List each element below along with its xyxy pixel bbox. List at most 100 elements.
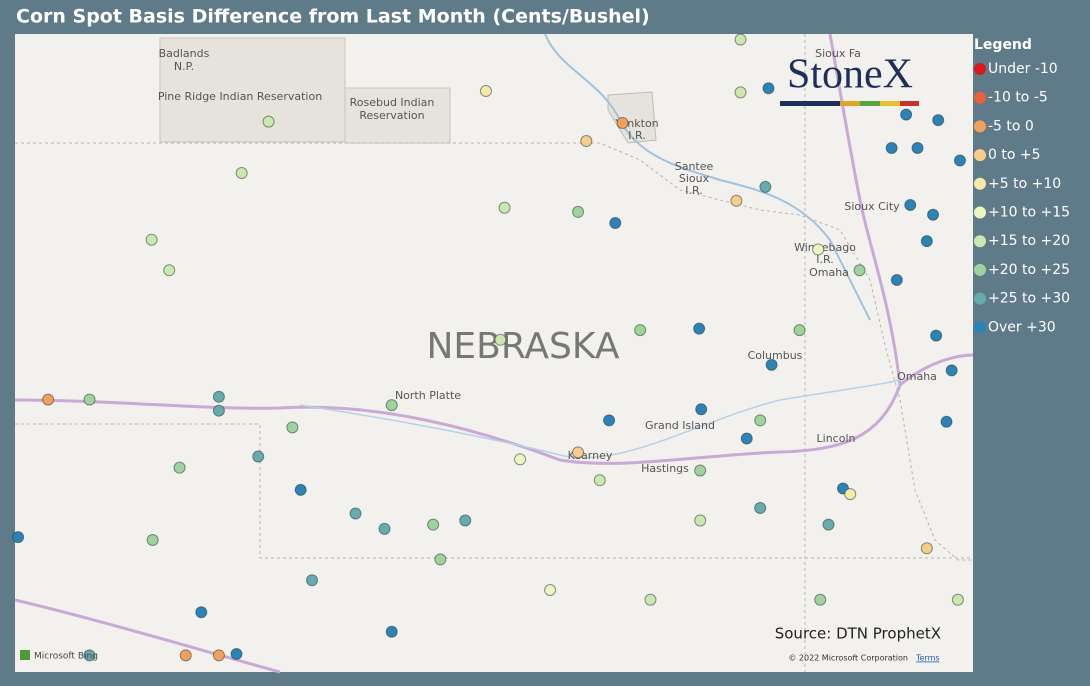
place-label: Sioux	[679, 172, 710, 185]
river	[299, 379, 901, 459]
location-point	[730, 194, 743, 207]
bing-label: Microsoft Bing	[34, 652, 98, 662]
location-point	[12, 531, 25, 544]
place-label: Omaha	[897, 370, 937, 383]
place-label: I.R.	[628, 129, 646, 142]
place-label: Pine Ridge Indian Reservation	[158, 90, 322, 103]
legend: Under -10 -10 to -5 -5 to 0 0 to +5 +5 to +1…	[974, 61, 1070, 335]
legend-label: 0 to +5	[988, 147, 1041, 163]
location-point	[900, 108, 913, 121]
location-point	[693, 322, 706, 335]
legend-label: -10 to -5	[988, 90, 1048, 106]
location-point	[212, 404, 225, 417]
state-label: NEBRASKA	[426, 326, 619, 367]
location-point	[42, 393, 55, 406]
location-point	[498, 201, 511, 214]
legend-swatch	[974, 292, 986, 305]
location-point	[616, 116, 629, 129]
location-point	[940, 415, 953, 428]
location-point	[212, 390, 225, 403]
location-point	[146, 533, 159, 546]
location-point	[385, 625, 398, 638]
location-point	[759, 180, 772, 193]
location-point	[734, 33, 747, 46]
legend-swatch	[974, 120, 986, 133]
legend-label: -5 to 0	[988, 118, 1034, 134]
legend-label: +5 to +10	[988, 176, 1061, 192]
location-point	[793, 324, 806, 337]
legend-swatch	[974, 263, 986, 276]
legend-label: +25 to +30	[988, 291, 1070, 307]
location-point	[349, 507, 362, 520]
place-label: Rosebud Indian	[350, 96, 435, 109]
location-point	[306, 574, 319, 587]
legend-swatch	[974, 91, 986, 104]
place-label: N.P.	[174, 60, 194, 73]
place-label: Sioux Fa	[815, 47, 861, 60]
location-point	[634, 324, 647, 337]
state-border	[15, 423, 973, 559]
location-point	[434, 553, 447, 566]
place-label: I.R.	[685, 184, 703, 197]
reservation-area	[607, 91, 657, 144]
place-label: Badlands	[159, 47, 210, 60]
location-point	[812, 243, 825, 256]
location-point	[252, 450, 265, 463]
reservation-area	[344, 87, 451, 144]
place-label: Santee	[675, 160, 714, 173]
location-point	[572, 446, 585, 459]
legend-swatch	[974, 321, 986, 334]
location-point	[580, 135, 593, 148]
legend-label: +15 to +20	[988, 233, 1070, 249]
place-label: Sioux City	[844, 200, 900, 213]
title: Corn Spot Basis Difference from Last Mon…	[16, 6, 650, 28]
location-point	[83, 649, 96, 662]
place-label: Hastings	[641, 462, 689, 475]
legend-label: Under -10	[988, 61, 1058, 77]
place-label: Columbus	[748, 349, 803, 362]
location-point	[920, 542, 933, 555]
location-point	[494, 333, 507, 346]
location-point	[754, 414, 767, 427]
location-point	[230, 647, 243, 660]
location-point	[609, 217, 622, 230]
location-point	[927, 208, 940, 221]
location-point	[378, 522, 391, 535]
location-point	[212, 649, 225, 662]
legend-title: Legend	[974, 37, 1032, 53]
highway	[14, 598, 281, 674]
location-point	[459, 514, 472, 527]
location-point	[235, 167, 248, 179]
place-label: North Platte	[395, 389, 461, 402]
legend-swatch	[974, 177, 986, 190]
points	[12, 33, 966, 662]
location-point	[163, 264, 176, 277]
location-point	[932, 114, 945, 127]
location-point	[694, 464, 707, 477]
location-point	[740, 432, 753, 445]
place-label: Lincoln	[817, 432, 856, 445]
terms-link[interactable]: Terms	[915, 654, 940, 663]
location-point	[286, 421, 299, 434]
legend-label: +10 to +15	[988, 205, 1070, 221]
logo: StoneX	[780, 52, 919, 106]
location-point	[385, 399, 398, 412]
location-point	[945, 364, 958, 377]
place-label: Reservation	[359, 109, 424, 122]
location-point	[544, 584, 557, 596]
location-point	[734, 86, 747, 99]
logo-bar	[900, 101, 919, 106]
location-point	[145, 233, 158, 246]
logo-text: StoneX	[787, 52, 913, 98]
highway	[828, 33, 902, 386]
location-point	[514, 453, 527, 466]
location-point	[195, 606, 208, 619]
location-point	[694, 514, 707, 527]
location-point	[644, 593, 657, 606]
location-point	[262, 115, 275, 128]
legend-swatch	[974, 63, 986, 75]
location-point	[953, 154, 966, 167]
legend-label: Over +30	[988, 319, 1056, 335]
location-point	[173, 461, 186, 474]
